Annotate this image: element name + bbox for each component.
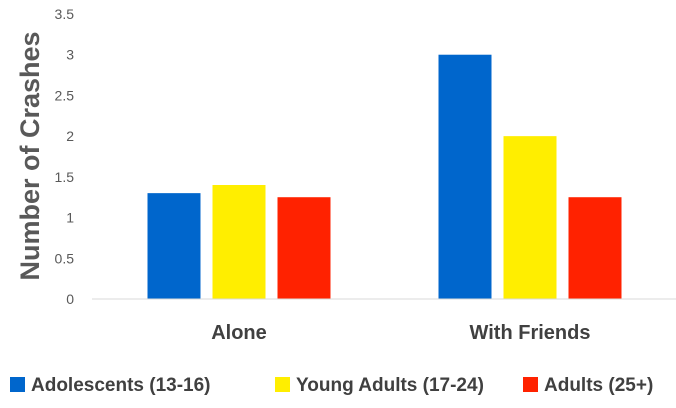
plot-area xyxy=(147,54,622,299)
legend-item: Adults (25+) xyxy=(523,375,653,396)
legend-swatch xyxy=(10,377,25,392)
legend: Adolescents (13-16) Young Adults (17-24) A… xyxy=(10,375,653,396)
bar-young-adults-17-24-with-friends xyxy=(503,136,557,299)
legend-swatch xyxy=(275,377,290,392)
y-tick-label: 3.5 xyxy=(55,6,75,22)
bar-adolescents-13-16-with-friends xyxy=(438,54,492,299)
x-category-label: With Friends xyxy=(470,322,591,344)
y-tick-label: 2 xyxy=(66,128,74,144)
x-axis-labels: Alone With Friends xyxy=(211,322,590,344)
bar-adolescents-13-16-alone xyxy=(147,193,201,299)
y-axis-title: Number of Crashes xyxy=(15,31,45,280)
y-tick-label: 1 xyxy=(66,210,74,226)
legend-swatch xyxy=(523,377,538,392)
bar-young-adults-17-24-alone xyxy=(212,185,266,299)
y-tick-label: 0 xyxy=(66,291,74,307)
y-tick-label: 1.5 xyxy=(55,169,75,185)
legend-item: Young Adults (17-24) xyxy=(275,375,484,396)
legend-label: Young Adults (17-24) xyxy=(296,375,484,396)
bar-adults-25-with-friends xyxy=(568,197,622,299)
y-tick-label: 3 xyxy=(66,47,74,63)
legend-label: Adults (25+) xyxy=(544,375,653,396)
legend-label: Adolescents (13-16) xyxy=(31,375,211,396)
y-tick-label: 0.5 xyxy=(55,250,75,266)
bar-adults-25-alone xyxy=(277,197,331,299)
legend-item: Adolescents (13-16) xyxy=(10,375,211,396)
y-axis-ticks: 0 0.5 1 1.5 2 2.5 3 3.5 xyxy=(55,6,75,307)
x-category-label: Alone xyxy=(211,322,267,344)
y-tick-label: 2.5 xyxy=(55,87,75,103)
